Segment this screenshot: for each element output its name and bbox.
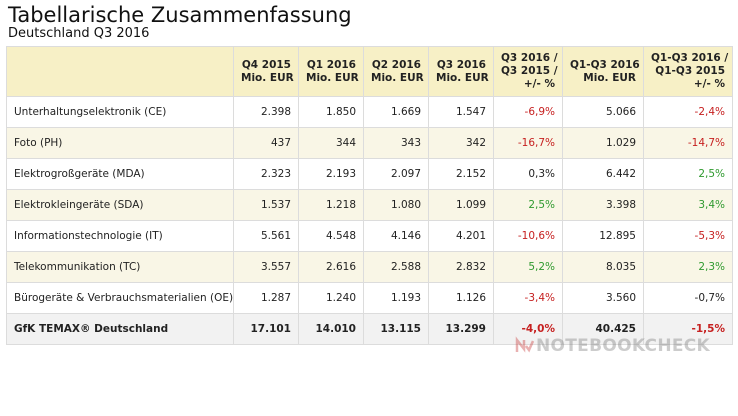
table-header-row: Q4 2015 Mio. EUR Q1 2016 Mio. EUR Q2 2016 M… [6,46,733,97]
table-row: Elektrogroßgeräte (MDA) 2.323 2.193 2.097 2.… [6,158,733,190]
cell-label: Foto (PH) [6,127,234,159]
cell-q1q3-2016: 5.066 [562,96,644,128]
column-header-q1q3-change: Q1-Q3 2016 /Q1-Q3 2015 +/- % [643,46,733,97]
watermark: NOTEBOOKCHECK [514,334,732,360]
column-header-q4-2015: Q4 2015 Mio. EUR [233,46,299,97]
cell-q2-2016: 2.097 [363,158,429,190]
cell-q4-2015: 17.101 [233,313,299,345]
cell-q1-2016: 1.850 [298,96,364,128]
cell-q4-2015: 2.398 [233,96,299,128]
cell-q1q3-2016: 12.895 [562,220,644,252]
column-header-q2-2016: Q2 2016 Mio. EUR [363,46,429,97]
cell-q1-2016: 2.616 [298,251,364,283]
cell-q3-2016: 1.547 [428,96,494,128]
cell-q1q3-2016: 3.398 [562,189,644,221]
cell-q1q3-2016: 40.425 [562,313,644,345]
cell-q2-2016: 4.146 [363,220,429,252]
cell-q2-2016: 343 [363,127,429,159]
cell-label: Unterhaltungselektronik (CE) [6,96,234,128]
cell-q3-change: -6,9% [493,96,563,128]
cell-q3-change: -16,7% [493,127,563,159]
cell-q1q3-2016: 8.035 [562,251,644,283]
cell-q1q3-change: 2,3% [643,251,733,283]
cell-q1-2016: 2.193 [298,158,364,190]
table-total-row: GfK TEMAX® Deutschland 17.101 14.010 13.115… [6,313,733,345]
cell-q1q3-change: -2,4% [643,96,733,128]
cell-label: Telekommunikation (TC) [6,251,234,283]
cell-q1q3-change: 3,4% [643,189,733,221]
table-row: Telekommunikation (TC) 3.557 2.616 2.588 2.8… [6,251,733,283]
cell-q4-2015: 1.287 [233,282,299,314]
watermark-text: NOTEBOOKCHECK [536,336,711,356]
cell-q3-change: -4,0% [493,313,563,345]
cell-q4-2015: 3.557 [233,251,299,283]
column-header-q3-2016: Q3 2016 Mio. EUR [428,46,494,97]
cell-q2-2016: 1.669 [363,96,429,128]
column-header-label [6,46,234,97]
cell-q2-2016: 1.080 [363,189,429,221]
cell-q2-2016: 1.193 [363,282,429,314]
page-title: Tabellarische Zusammenfassung [8,3,352,27]
column-header-q3-change: Q3 2016 /Q3 2015 /+/- % [493,46,563,97]
cell-q3-2016: 2.832 [428,251,494,283]
cell-label: Elektrokleingeräte (SDA) [6,189,234,221]
cell-q3-change: 5,2% [493,251,563,283]
cell-q3-2016: 342 [428,127,494,159]
table-row: Foto (PH) 437 344 343 342 -16,7% 1.029 -14,7% [6,127,733,159]
cell-label: Informationstechnologie (IT) [6,220,234,252]
table-row: Bürogeräte & Verbrauchsmaterialien (OE) 1… [6,282,733,314]
cell-q1-2016: 4.548 [298,220,364,252]
cell-q4-2015: 1.537 [233,189,299,221]
cell-q4-2015: 437 [233,127,299,159]
table-row: Unterhaltungselektronik (CE) 2.398 1.850 1.… [6,96,733,128]
summary-table: Q4 2015 Mio. EUR Q1 2016 Mio. EUR Q2 2016 M… [6,46,733,345]
cell-q4-2015: 2.323 [233,158,299,190]
cell-q3-2016: 1.126 [428,282,494,314]
cell-q3-2016: 1.099 [428,189,494,221]
column-header-q1q3-2016: Q1-Q3 2016 Mio. EUR [562,46,644,97]
table-row: Elektrokleingeräte (SDA) 1.537 1.218 1.080 1… [6,189,733,221]
cell-q1q3-2016: 1.029 [562,127,644,159]
cell-q1-2016: 14.010 [298,313,364,345]
table-row: Informationstechnologie (IT) 5.561 4.548 4.… [6,220,733,252]
notebookcheck-logo-icon [515,336,534,353]
cell-q3-change: 0,3% [493,158,563,190]
page-subtitle: Deutschland Q3 2016 [8,26,150,41]
cell-q3-2016: 4.201 [428,220,494,252]
cell-q1q3-2016: 3.560 [562,282,644,314]
cell-q3-change: -10,6% [493,220,563,252]
cell-q2-2016: 13.115 [363,313,429,345]
cell-q1q3-change: -1,5% [643,313,733,345]
cell-q1q3-change: 2,5% [643,158,733,190]
cell-q3-change: 2,5% [493,189,563,221]
cell-q1q3-2016: 6.442 [562,158,644,190]
cell-q1-2016: 1.240 [298,282,364,314]
cell-q1-2016: 344 [298,127,364,159]
cell-q3-2016: 2.152 [428,158,494,190]
cell-q1q3-change: -5,3% [643,220,733,252]
cell-q4-2015: 5.561 [233,220,299,252]
cell-label: Elektrogroßgeräte (MDA) [6,158,234,190]
cell-q1q3-change: -0,7% [643,282,733,314]
cell-q3-2016: 13.299 [428,313,494,345]
cell-q1-2016: 1.218 [298,189,364,221]
cell-label: GfK TEMAX® Deutschland [6,313,234,345]
cell-q2-2016: 2.588 [363,251,429,283]
cell-label: Bürogeräte & Verbrauchsmaterialien (OE) [6,282,234,314]
cell-q3-change: -3,4% [493,282,563,314]
column-header-q1-2016: Q1 2016 Mio. EUR [298,46,364,97]
cell-q1q3-change: -14,7% [643,127,733,159]
